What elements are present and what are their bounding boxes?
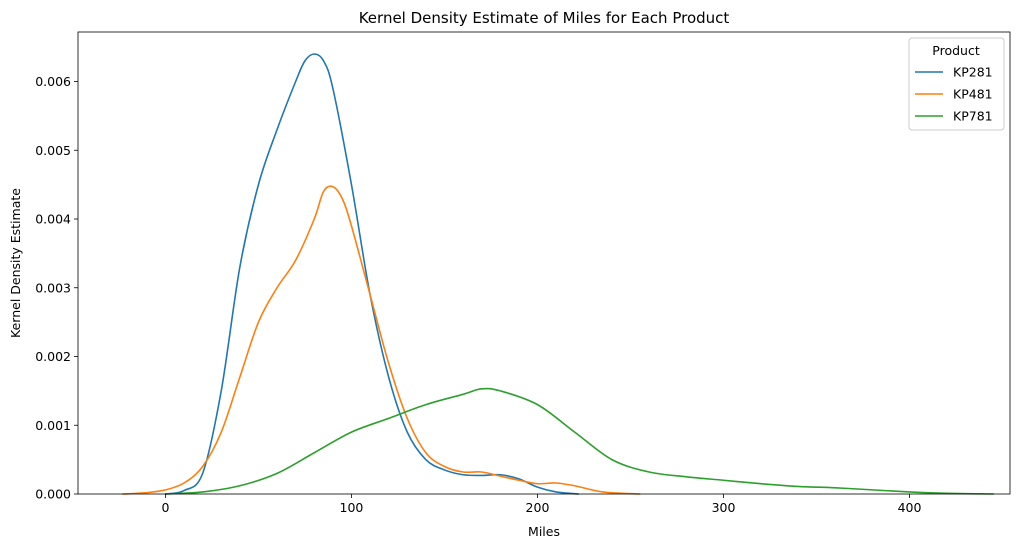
legend-entries: KP281 KP481 KP781 (915, 65, 993, 124)
y-tick-label: 0.002 (35, 349, 71, 364)
y-axis-label: Kernel Density Estimate (8, 188, 23, 338)
y-tick-label: 0.001 (35, 418, 71, 433)
legend-label-kp481: KP481 (953, 87, 993, 102)
x-axis-label: Miles (528, 524, 560, 539)
y-tick-label: 0.000 (35, 487, 71, 502)
x-tick-label: 100 (340, 500, 364, 515)
series-group (121, 53, 995, 495)
series-line-kp781 (164, 387, 995, 495)
legend: Product KP281 KP481 KP781 (908, 37, 1005, 131)
y-tick-label: 0.004 (35, 212, 71, 227)
x-tick-label: 400 (898, 500, 922, 515)
y-axis-ticks: 0.000 0.001 0.002 0.003 0.004 0.005 0.006 (35, 74, 78, 502)
legend-label-kp781: KP781 (953, 109, 993, 124)
y-tick-label: 0.006 (35, 74, 71, 89)
legend-title: Product (932, 43, 980, 58)
legend-box (908, 37, 1005, 131)
x-tick-label: 200 (526, 500, 550, 515)
plot-frame (77, 31, 1011, 495)
y-tick-label: 0.003 (35, 280, 71, 295)
legend-label-kp281: KP281 (953, 65, 993, 80)
plot-area (78, 32, 1010, 494)
series-line-kp481 (121, 185, 641, 495)
x-tick-label: 300 (712, 500, 736, 515)
y-tick-label: 0.005 (35, 143, 71, 158)
chart-title: Kernel Density Estimate of Miles for Eac… (359, 9, 730, 27)
x-axis-ticks: 0 100 200 300 400 (161, 494, 922, 515)
x-tick-label: 0 (161, 500, 169, 515)
